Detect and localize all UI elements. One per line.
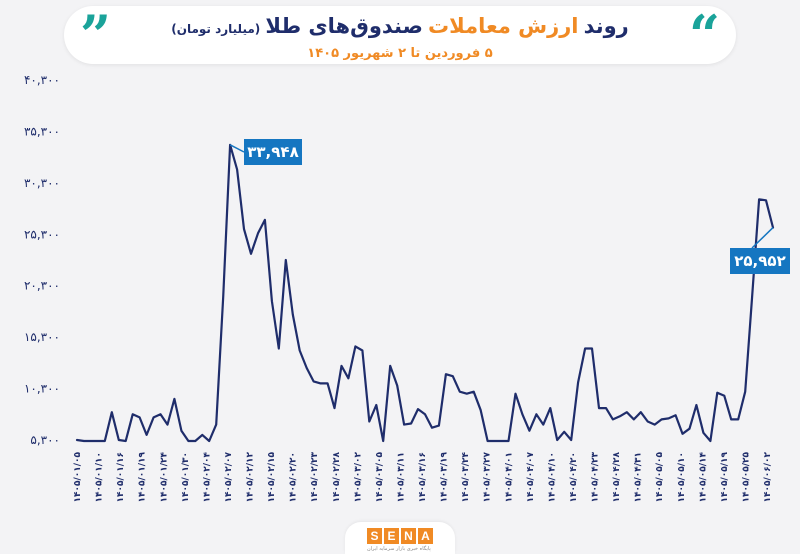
x-tick-label: ۱۴۰۵/۰۳/۱۱	[396, 452, 406, 503]
sena-logo: S E N A پایگاه خبری بازار سرمایه ایران	[345, 522, 455, 554]
y-tick-label: ۳۵,۳۰۰	[24, 124, 60, 138]
title-accent: ارزش معاملات	[428, 14, 579, 38]
callout-box	[244, 139, 302, 165]
x-tick-label: ۱۴۰۵/۰۱/۱۰	[95, 452, 105, 503]
x-tick-label: ۱۴۰۵/۰۵/۱۹	[720, 452, 730, 503]
x-tick-label: ۱۴۰۵/۰۲/۰۴	[202, 452, 212, 503]
x-tick-label: ۱۴۰۵/۰۲/۱۲	[246, 452, 256, 503]
callout-label: ۳۳,۹۴۸	[247, 143, 298, 161]
y-tick-label: ۳۰,۳۰۰	[24, 176, 60, 190]
series-group	[75, 143, 775, 443]
quote-close-icon: ”	[80, 3, 112, 67]
x-tick-label: ۱۴۰۵/۰۲/۲۰	[289, 452, 299, 503]
title-rest: صندوق‌های طلا	[265, 14, 423, 38]
x-tick-label: ۱۴۰۵/۰۶/۰۲	[763, 452, 773, 503]
x-tick-label: ۱۴۰۵/۰۱/۱۶	[116, 452, 126, 503]
logo-letter: N	[401, 528, 416, 544]
x-tick-label: ۱۴۰۵/۰۲/۲۸	[332, 452, 342, 503]
x-tick-label: ۱۴۰۵/۰۳/۲۴	[461, 452, 471, 503]
chart-header: “ ” روند ارزش معاملات صندوق‌های طلا (میل…	[64, 6, 736, 64]
quote-open-icon: “	[688, 3, 720, 67]
logo-letter: S	[367, 528, 382, 544]
x-tick-label: ۱۴۰۵/۰۴/۰۷	[526, 452, 536, 503]
x-tick-label: ۱۴۰۵/۰۴/۲۰	[569, 452, 579, 503]
y-axis: ۵,۳۰۰ ۱۰,۳۰۰ ۱۵,۳۰۰ ۲۰,۳۰۰ ۲۵,۳۰۰ ۳۰,۳۰۰ ۳۵,۳۰…	[24, 73, 60, 447]
series-line	[75, 143, 775, 443]
x-tick-label: ۱۴۰۵/۰۵/۲۵	[741, 452, 751, 503]
x-tick-label: ۱۴۰۵/۰۳/۱۶	[418, 452, 428, 503]
title-unit: (میلیارد تومان)	[171, 22, 261, 36]
logo-letter: A	[418, 528, 433, 544]
x-tick-label: ۱۴۰۵/۰۱/۳۰	[181, 452, 191, 503]
y-tick-label: ۱۵,۳۰۰	[24, 330, 60, 344]
callout-leader	[751, 227, 774, 249]
callout-leader	[229, 144, 245, 153]
chart-subtitle: ۵ فروردین تا ۲ شهریور ۱۴۰۵	[307, 46, 493, 61]
callout-box	[730, 248, 790, 274]
x-tick-label: ۱۴۰۵/۰۵/۱۴	[698, 452, 708, 503]
x-tick-label: ۱۴۰۵/۰۱/۰۵	[73, 452, 83, 503]
x-tick-label: ۱۴۰۵/۰۲/۱۵	[267, 452, 277, 503]
x-axis: ۱۴۰۵/۰۱/۰۵ ۱۴۰۵/۰۱/۱۰ ۱۴۰۵/۰۱/۱۶ ۱۴۰۵/۰۱/۱۹…	[73, 452, 773, 503]
x-tick-label: ۱۴۰۵/۰۳/۰۵	[375, 452, 385, 503]
callout-label: ۲۵,۹۵۲	[734, 252, 785, 270]
y-tick-label: ۲۰,۳۰۰	[24, 279, 60, 293]
x-tick-label: ۱۴۰۵/۰۵/۰۵	[655, 452, 665, 503]
x-tick-label: ۱۴۰۵/۰۱/۱۹	[138, 452, 148, 503]
x-tick-label: ۱۴۰۵/۰۴/۱۰	[547, 452, 557, 503]
x-tick-label: ۱۴۰۵/۰۲/۲۳	[310, 452, 320, 503]
chart-title: روند ارزش معاملات صندوق‌های طلا (میلیارد…	[64, 14, 736, 38]
x-tick-label: ۱۴۰۵/۰۵/۱۰	[677, 452, 687, 503]
y-tick-label: ۱۰,۳۰۰	[24, 382, 60, 396]
x-tick-label: ۱۴۰۵/۰۴/۳۱	[634, 452, 644, 503]
x-tick-label: ۱۴۰۵/۰۲/۰۷	[224, 452, 234, 503]
y-tick-label: ۴۰,۳۰۰	[24, 73, 60, 87]
x-tick-label: ۱۴۰۵/۰۳/۲۷	[483, 452, 493, 503]
logo-letters: S E N A	[367, 528, 433, 544]
logo-letter: E	[384, 528, 399, 544]
y-tick-label: ۵,۳۰۰	[30, 433, 60, 447]
x-tick-label: ۱۴۰۵/۰۴/۲۸	[612, 452, 622, 503]
logo-tagline: پایگاه خبری بازار سرمایه ایران	[367, 546, 431, 552]
x-tick-label: ۱۴۰۵/۰۱/۲۴	[159, 452, 169, 503]
x-tick-label: ۱۴۰۵/۰۴/۲۳	[591, 452, 601, 503]
x-tick-label: ۱۴۰۵/۰۳/۰۲	[353, 452, 363, 503]
y-tick-label: ۲۵,۳۰۰	[24, 227, 60, 241]
callouts-group: ۳۳,۹۴۸ ۲۵,۹۵۲	[229, 139, 790, 274]
x-tick-label: ۱۴۰۵/۰۳/۱۹	[440, 452, 450, 503]
title-main: روند	[583, 14, 629, 38]
x-tick-label: ۱۴۰۵/۰۴/۰۱	[504, 452, 514, 503]
